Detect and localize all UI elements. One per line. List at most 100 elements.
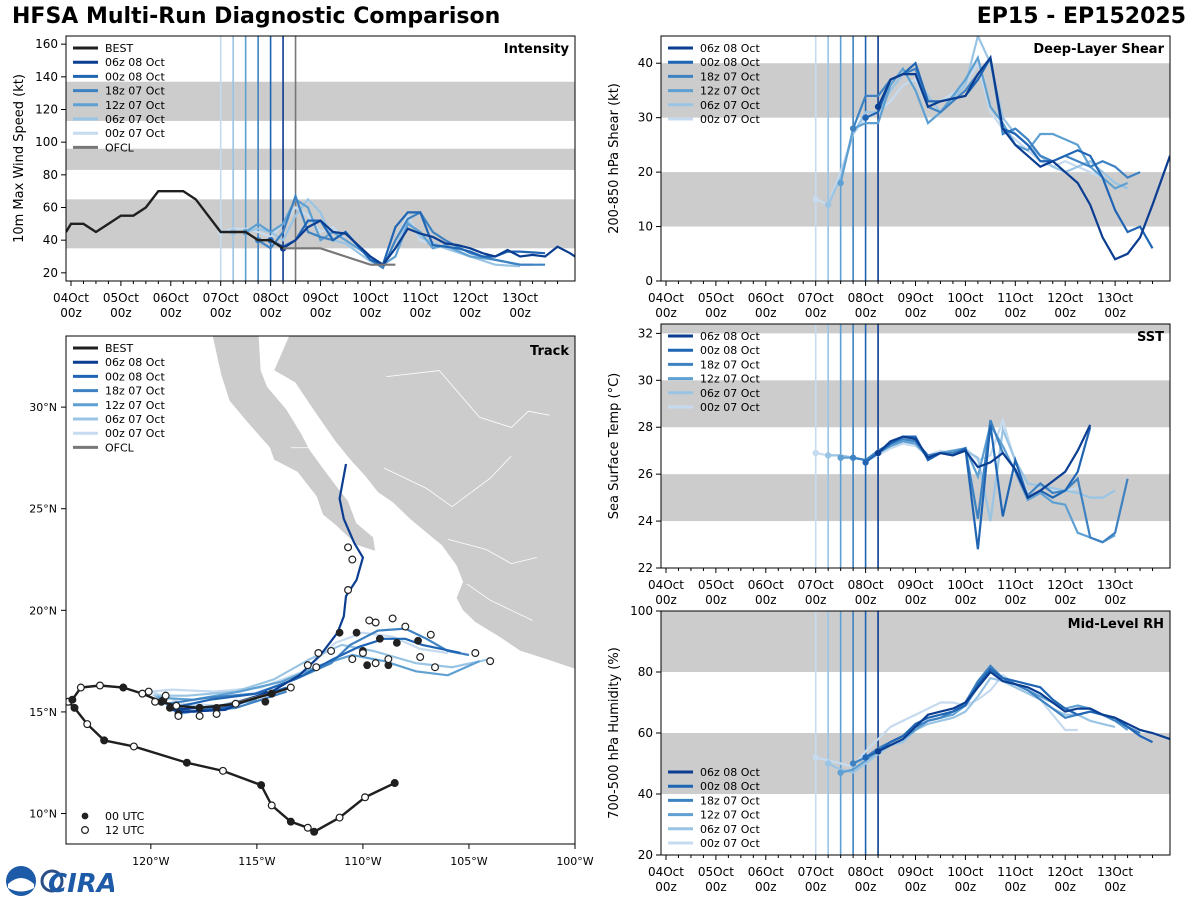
y-axis-label: 700-500 hPa Humidity (%) (607, 647, 622, 819)
track-plot-area (66, 336, 575, 836)
forecast-12utc-marker (388, 614, 397, 623)
x-tick-label: 00z (1054, 880, 1076, 894)
forecast-00utc-marker (375, 634, 384, 643)
x-tick-label: 00z (1104, 880, 1126, 894)
series-start-marker (242, 228, 249, 236)
y-tick-label: 22 (638, 561, 653, 575)
y-tick-label: 40 (638, 56, 653, 70)
forecast-12utc-marker (471, 648, 480, 657)
x-tick-label: 00z (705, 306, 727, 320)
series-start-marker (812, 754, 819, 761)
x-tick-label: 00z (655, 880, 677, 894)
track-line (171, 637, 461, 714)
y-tick-label: 24 (638, 514, 653, 528)
series-line (233, 197, 521, 268)
series-start-marker (824, 452, 832, 459)
forecast-12utc-marker (344, 585, 353, 594)
x-tick-label: 13Oct (1097, 578, 1133, 592)
forecast-00utc-marker (363, 661, 372, 670)
best-12utc-marker (286, 683, 295, 692)
forecast-12utc-marker (314, 648, 323, 657)
x-tick-label: 00z (410, 306, 432, 320)
legend-label: 00z 08 Oct (105, 70, 165, 83)
x-tick-label: 00z (955, 593, 977, 607)
series-line (815, 673, 1078, 768)
series-start-marker (837, 769, 844, 776)
forecast-12utc-marker (358, 648, 367, 657)
legend-label: BEST (105, 42, 133, 55)
series-line (839, 54, 1129, 190)
lon-tick-label: 115°W (238, 855, 275, 868)
x-tick-label: 08Oct (253, 291, 289, 305)
x-tick-label: 04Oct (53, 291, 89, 305)
legend-label: 18z 07 Oct (700, 794, 760, 807)
x-tick-label: 13Oct (1097, 291, 1133, 305)
x-tick-label: 00z (509, 306, 531, 320)
lon-tick-label: 110°W (344, 855, 381, 868)
legend-label: 06z 07 Oct (700, 823, 760, 836)
best-00utc-marker (68, 695, 77, 704)
lon-tick-label: 105°W (450, 855, 487, 868)
legend-label: OFCL (105, 441, 135, 454)
forecast-00utc-marker (212, 703, 221, 712)
best-12utc-marker (129, 742, 138, 751)
y-tick-label: 30 (638, 373, 653, 387)
intensity-chart: 2040608010012014016004Oct00z05Oct00z06Oc… (12, 35, 576, 320)
forecast-12utc-marker (426, 630, 435, 639)
best-00utc-marker (195, 703, 204, 712)
y-tick-label: 140 (35, 70, 58, 84)
y-tick-label: 100 (630, 604, 653, 618)
series-line (865, 667, 1153, 759)
sst-chart: 22242628303204Oct00z05Oct00z06Oct00z07Oc… (607, 323, 1171, 607)
series-start-marker (229, 228, 237, 236)
forecast-12utc-marker (416, 653, 425, 662)
legend-label: 12z 07 Oct (700, 85, 760, 98)
x-tick-label: 11Oct (997, 578, 1033, 592)
y-tick-label: 60 (43, 201, 58, 215)
x-tick-label: 06Oct (153, 291, 189, 305)
mainland-shape (273, 336, 575, 670)
x-tick-label: 09Oct (897, 291, 933, 305)
x-tick-label: 00z (210, 306, 232, 320)
y-tick-label: 26 (638, 467, 653, 481)
x-tick-label: 08Oct (848, 578, 884, 592)
x-tick-label: 08Oct (848, 291, 884, 305)
x-tick-label: 00z (655, 593, 677, 607)
chart-title: Mid-Level RH (1068, 617, 1164, 632)
legend-label: 00z 08 Oct (700, 780, 760, 793)
legend-label: 18z 07 Oct (105, 85, 165, 98)
baja-peninsula-shape (211, 336, 377, 552)
chart-title: Track (530, 344, 569, 359)
shaded-band (661, 611, 1170, 672)
best-00utc-marker (257, 781, 266, 790)
y-tick-label: 40 (43, 233, 58, 247)
x-tick-label: 00z (1104, 306, 1126, 320)
forecast-12utc-marker (212, 709, 221, 718)
ofcl-line (283, 247, 396, 266)
y-tick-label: 28 (638, 420, 653, 434)
legend-label: BEST (105, 342, 133, 355)
x-tick-label: 12Oct (1047, 291, 1083, 305)
y-axis-label: 200-850 hPa Shear (kt) (607, 83, 622, 234)
legend-label: 06z 08 Oct (700, 42, 760, 55)
x-tick-label: 00z (160, 306, 182, 320)
y-axis-label: 10m Max Wind Speed (kt) (12, 74, 27, 243)
x-tick-label: 00z (805, 306, 827, 320)
legend-label: 00z 07 Oct (105, 427, 165, 440)
forecast-12utc-marker (348, 655, 357, 664)
series-line (840, 421, 1116, 544)
best-00utc-marker (267, 689, 276, 698)
x-tick-label: 00z (905, 306, 927, 320)
x-tick-label: 06Oct (748, 578, 784, 592)
lon-tick-label: 120°W (132, 855, 169, 868)
y-tick-label: 100 (35, 135, 58, 149)
intensity-plot-area (66, 36, 575, 281)
logos: CIRA (4, 864, 117, 902)
noaa-cira-logo: CIRA (6, 866, 117, 899)
axes-frame (660, 323, 1171, 569)
axes-frame (660, 35, 1171, 282)
forecast-12utc-marker (344, 543, 353, 552)
series-start-marker (849, 454, 857, 461)
legend-label: 00z 08 Oct (700, 56, 760, 69)
series-start-marker (849, 760, 857, 767)
